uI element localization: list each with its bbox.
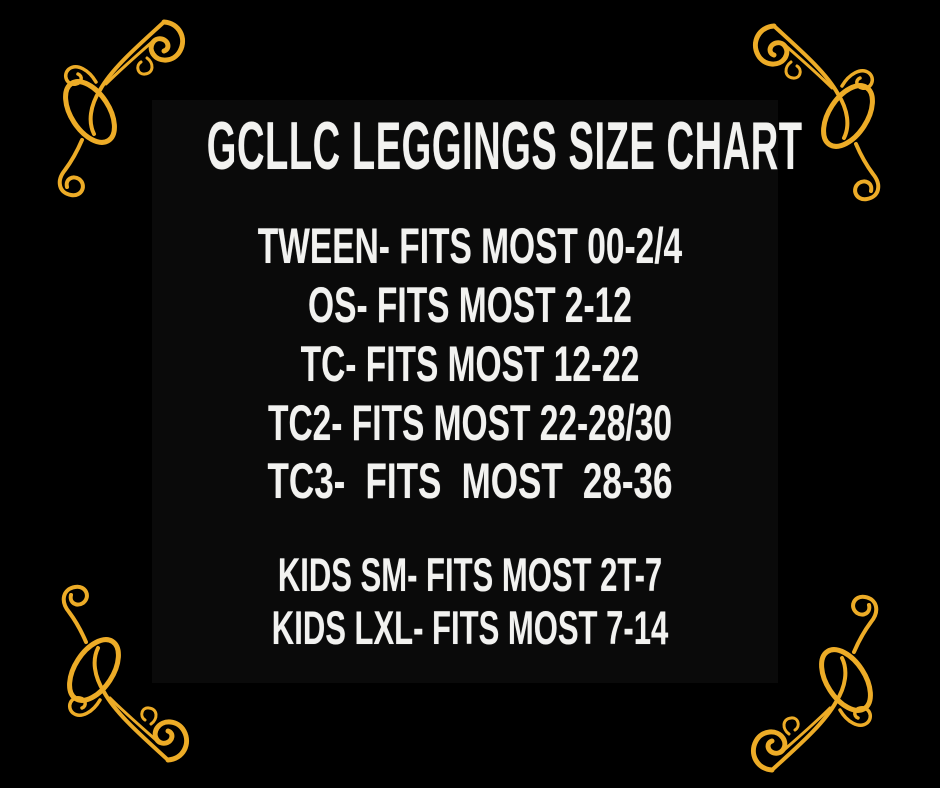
size-row-tc: TC- FITS MOST 12-22 (300, 336, 640, 392)
size-row-os: OS- FITS MOST 2-12 (308, 277, 632, 333)
size-row-kids-sm: KIDS SM- FITS MOST 2T-7 (277, 548, 663, 601)
corner-flourish-top-right-icon (752, 23, 881, 202)
corner-flourish-bottom-left-icon (61, 584, 190, 763)
size-row-tc3: TC3- FITS MOST 28-36 (267, 453, 673, 509)
page-title: GCLLC LEGGINGS SIZE CHART (206, 108, 803, 184)
size-row-tc2: TC2- FITS MOST 22-28/30 (268, 395, 672, 451)
size-row-tween: TWEEN- FITS MOST 00-2/4 (257, 218, 683, 274)
inner-panel (152, 100, 778, 683)
corner-flourish-bottom-right-icon (750, 594, 879, 773)
size-row-kids-lxl: KIDS LXL- FITS MOST 7-14 (271, 601, 669, 654)
corner-flourish-top-left-icon (57, 19, 186, 198)
